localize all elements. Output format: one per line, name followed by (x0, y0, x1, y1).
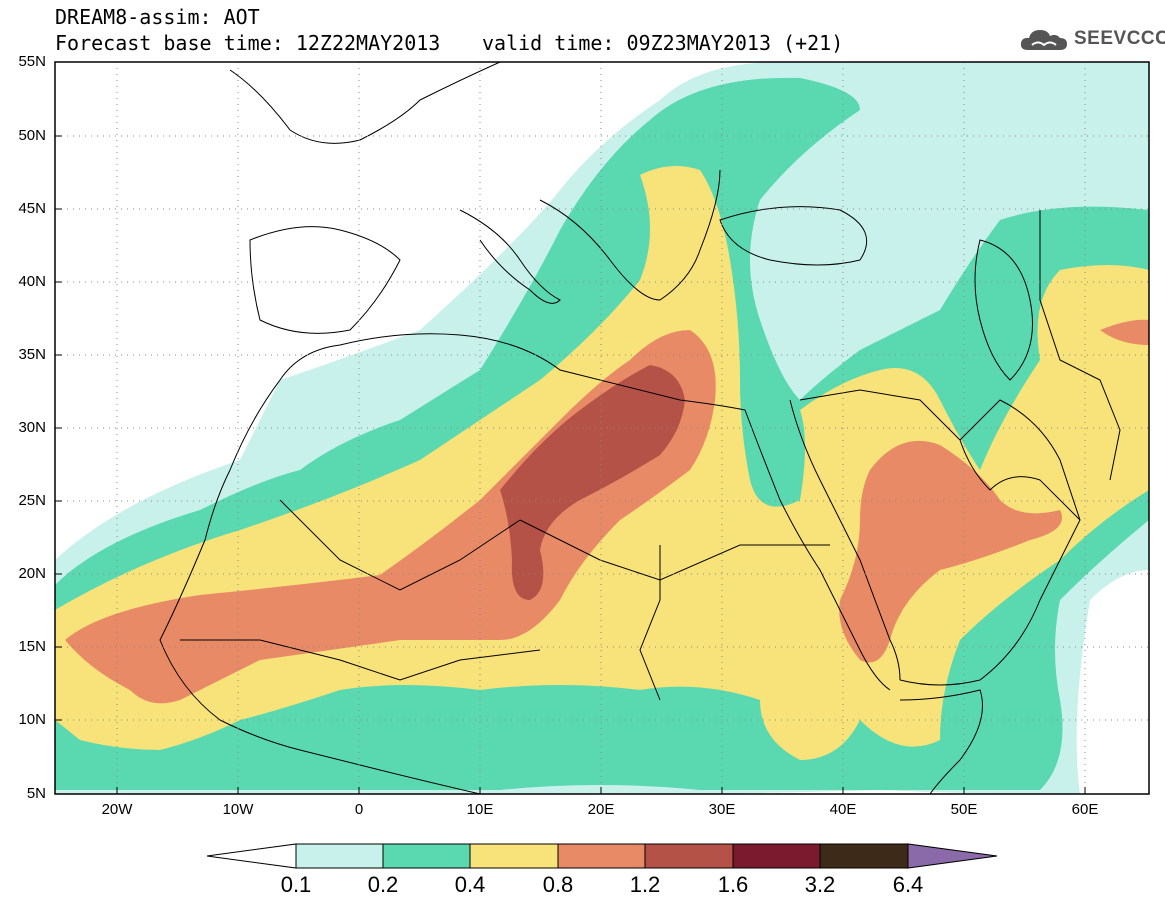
colorbar-bin-7 (819, 843, 909, 869)
lat-label: 35N (18, 346, 46, 363)
colorbar-label: 0.1 (280, 872, 312, 897)
coast-balkans (539, 169, 721, 301)
lat-label: 10N (18, 711, 46, 728)
coast-black-sea (719, 206, 868, 266)
colorbar-label: 0.8 (542, 872, 574, 897)
coast-horn (899, 689, 983, 794)
lon-label: 60E (1071, 801, 1099, 818)
aot-patch-0.1-west (270, 370, 470, 420)
coast-iberia (249, 226, 401, 334)
coast-persian-gulf (959, 399, 1081, 521)
colorbar-label: 1.6 (717, 872, 749, 897)
cloud-logo-icon (1020, 30, 1067, 50)
border-iran (1039, 210, 1121, 481)
forecast-base-time: Forecast base time: 12Z22MAY2013 (55, 31, 441, 55)
lon-label: 30E (708, 801, 736, 818)
axis-ticks (55, 61, 1086, 794)
border-sahara-1 (279, 499, 521, 591)
coast-red-sea-east (789, 399, 901, 681)
colorbar-label: 0.4 (454, 872, 486, 897)
lon-label: 40E (829, 801, 857, 818)
aot-band-0.8-arabia (839, 440, 1062, 663)
colorbar-bin-4 (557, 843, 646, 869)
border-sahara-3 (639, 545, 661, 701)
lat-label: 45N (18, 200, 46, 217)
colorbar-bin-1 (295, 843, 384, 869)
lat-label: 5N (26, 785, 46, 802)
border-sahel (180, 639, 541, 681)
coastlines (159, 62, 1121, 794)
coast-italy (459, 209, 561, 304)
lon-label: 0 (354, 801, 364, 818)
seevccc-logo: SEEVCCC (1018, 22, 1165, 56)
aot-patch-0.8-iran (1100, 319, 1149, 345)
coast-red-sea-west (744, 409, 891, 691)
coast-west-africa (159, 469, 481, 794)
map-title: DREAM8-assim: AOT (55, 5, 260, 29)
logo-text: SEEVCCC (1074, 28, 1165, 49)
lat-label: 55N (18, 53, 46, 70)
colorbar-over-arrow (907, 843, 998, 869)
lon-label: 50E (950, 801, 978, 818)
coast-caspian (974, 239, 1033, 381)
aot-band-0.8 (65, 330, 716, 704)
coast-europe-north (229, 62, 501, 144)
graticule (55, 62, 1149, 794)
valid-time: valid time: 09Z23MAY2013 (+21) (482, 31, 844, 55)
colorbar-bin-2 (382, 843, 471, 869)
lat-label: 40N (18, 273, 46, 290)
lat-label: 50N (18, 127, 46, 144)
colorbar-label: 6.4 (892, 872, 924, 897)
colorbar (206, 843, 998, 869)
lon-label: 10W (222, 801, 254, 818)
colorbar-label: 3.2 (804, 872, 836, 897)
colorbar-label: 1.2 (629, 872, 661, 897)
lat-label: 15N (18, 638, 46, 655)
lat-label: 20N (18, 565, 46, 582)
colorbar-label: 0.2 (367, 872, 399, 897)
coast-north-africa (229, 333, 746, 471)
colorbar-bin-5 (644, 843, 734, 869)
border-middle-east (799, 389, 961, 441)
clear-region-se (1076, 570, 1149, 794)
lon-label: 10E (466, 801, 494, 818)
colorbar-bin-3 (469, 843, 559, 869)
lon-label: 20W (101, 801, 133, 818)
lat-label: 25N (18, 492, 46, 509)
aot-band-1.2 (500, 365, 685, 600)
lon-label: 20E (587, 801, 615, 818)
lat-label: 30N (18, 419, 46, 436)
coast-arabia (899, 439, 1081, 686)
colorbar-under-arrow (206, 843, 297, 869)
colorbar-bin-6 (732, 843, 821, 869)
